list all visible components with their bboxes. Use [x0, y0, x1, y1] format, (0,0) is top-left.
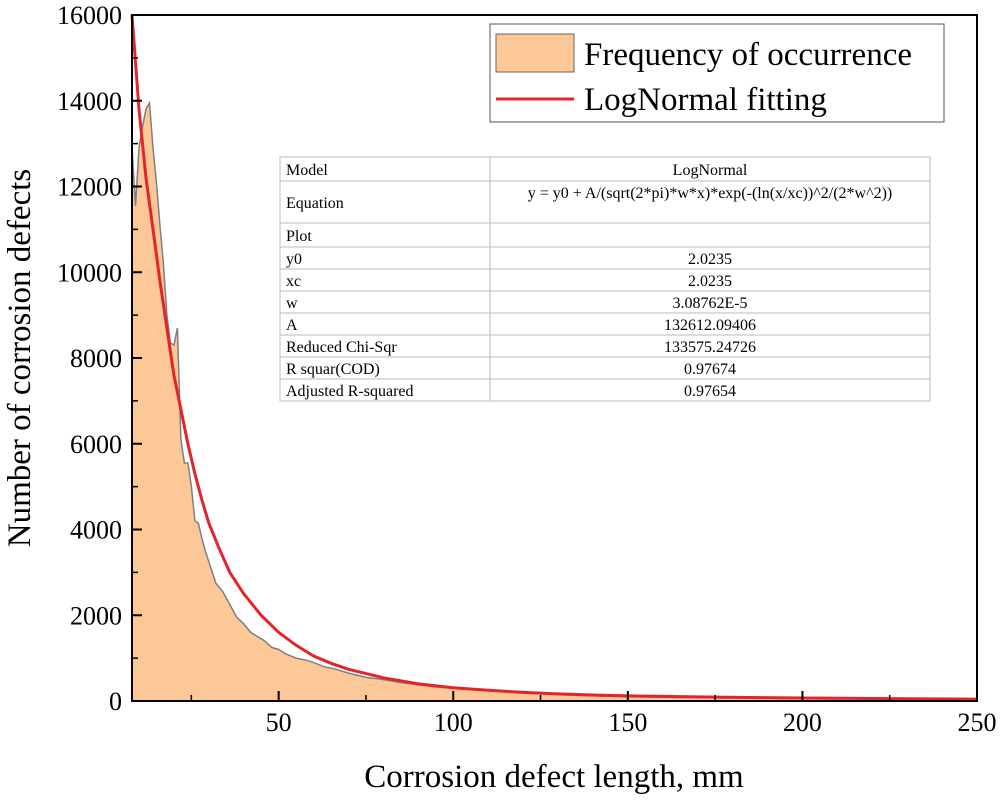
series-layer [130, 14, 978, 701]
y-tick-label: 2000 [70, 601, 122, 630]
y-tick-label: 12000 [57, 173, 122, 202]
y-tick-label: 16000 [57, 1, 122, 30]
x-axis-title: Corrosion defect length, mm [364, 759, 744, 795]
table-row-value: 0.97654 [684, 383, 736, 400]
table-row: R squar(COD) 0.97674 [280, 356, 930, 378]
table-row-value: y = y0 + A/(sqrt(2*pi)*w*x)*exp(-(ln(x/x… [528, 185, 893, 202]
y-tick-label: 10000 [57, 258, 122, 287]
lognormal-fit-line [130, 14, 978, 701]
table-row-label: Plot [286, 228, 312, 245]
table-row-label: Adjusted R-squared [286, 383, 414, 400]
legend-swatch-frequency [495, 33, 575, 73]
table-row-label: y0 [286, 251, 302, 268]
table-row: xc 2.0235 [280, 268, 930, 290]
table-row-value: 2.0235 [688, 251, 732, 268]
y-tick-label: 14000 [57, 87, 122, 116]
table-row-value: 0.97674 [684, 361, 736, 378]
y-axis: 0 2000 4000 6000 8000 10000 12000 14000 16000 [57, 1, 142, 716]
y-tick-label: 0 [109, 687, 122, 716]
y-tick-label: 8000 [70, 344, 122, 373]
table-row-value: LogNormal [673, 162, 748, 179]
y-axis-title: Number of corrosion defects [2, 169, 38, 547]
x-tick-label: 50 [266, 708, 292, 737]
table-row: Model LogNormal [286, 162, 748, 179]
legend: Frequency of occurrence LogNormal fittin… [489, 23, 945, 123]
table-row: w 3.08762E-5 [280, 290, 930, 312]
table-row: Plot [280, 222, 930, 245]
x-tick-label: 250 [958, 708, 997, 737]
table-row: Adjusted R-squared 0.97654 [280, 378, 930, 400]
frequency-area [132, 102, 977, 701]
x-axis: 50 100 150 200 250 [190, 691, 997, 737]
x-tick-label: 200 [783, 708, 822, 737]
table-row-value: 132612.09406 [664, 317, 756, 334]
table-row-label: Model [286, 162, 328, 179]
table-row-value: 2.0235 [688, 273, 732, 290]
table-frame [279, 156, 931, 402]
table-row: Reduced Chi-Sqr 133575.24726 [280, 334, 930, 356]
x-tick-label: 100 [434, 708, 473, 737]
y-tick-label: 6000 [70, 430, 122, 459]
table-row: y0 2.0235 [280, 246, 930, 268]
table-row-label: Reduced Chi-Sqr [286, 339, 397, 356]
table-row-label: w [286, 295, 298, 312]
table-row-label: xc [286, 273, 301, 290]
table-row-label: R squar(COD) [286, 361, 380, 378]
table-row-value: 3.08762E-5 [672, 295, 747, 312]
table-row: Equation y = y0 + A/(sqrt(2*pi)*w*x)*exp(… [280, 180, 930, 212]
fit-parameter-table: Model LogNormal Equation y = y0 + A/(sqrt(2… [279, 156, 931, 402]
y-tick-label: 4000 [70, 516, 122, 545]
x-tick-label: 150 [608, 708, 647, 737]
table-row-value: 133575.24726 [664, 339, 756, 356]
table-row: A 132612.09406 [280, 312, 930, 334]
table-row-label: Equation [286, 195, 344, 212]
legend-label-lognormal: LogNormal fitting [584, 82, 827, 118]
table-row-label: A [286, 317, 298, 334]
legend-label-frequency: Frequency of occurrence [584, 37, 912, 73]
